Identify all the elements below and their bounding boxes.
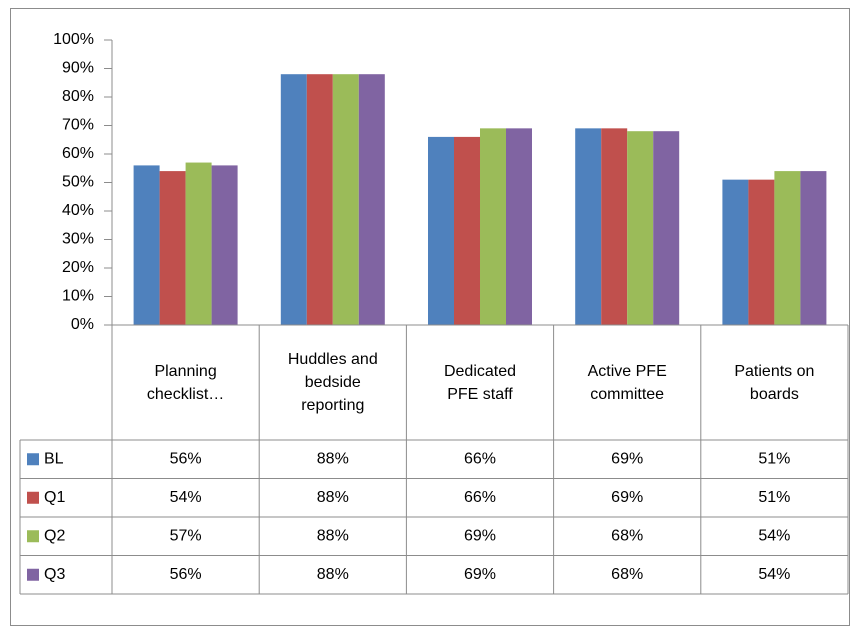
table-value: 69% [464,527,496,544]
bar [774,171,801,325]
legend-key [27,530,39,543]
legend-label: Q3 [44,566,65,583]
bar [506,128,532,325]
bar [748,179,775,325]
bar [800,171,827,325]
table-value: 88% [317,527,349,544]
bar [454,136,480,325]
legend-key [27,453,39,466]
table-value: 69% [464,566,496,583]
y-tick-label: 70% [62,117,94,134]
bar [280,74,307,325]
table-value: 66% [464,489,496,506]
category-label: Patients on boards [734,362,815,403]
table-value: 69% [611,489,643,506]
table-value: 88% [317,450,349,467]
bar [653,131,680,325]
table-value: 56% [170,566,202,583]
y-tick-label: 100% [53,31,94,48]
table-value: 88% [317,566,349,583]
bar [306,74,333,325]
y-tick-label: 0% [71,316,94,333]
legend-label: Q1 [44,489,65,506]
y-tick-label: 50% [62,174,94,191]
category-label: Dedicated PFE staff [443,362,517,403]
y-tick-label: 20% [62,259,94,276]
table-value: 56% [170,450,202,467]
table-value: 69% [611,450,643,467]
table-value: 57% [170,527,202,544]
table-value: 66% [464,450,496,467]
table-value: 51% [758,450,790,467]
bar [428,136,454,325]
bar [480,128,506,325]
bar [332,74,359,325]
table-value: 68% [611,527,643,544]
bar [211,165,238,325]
legend-key [27,491,39,504]
category-label: Active PFE committee [587,362,667,403]
legend-label: BL [44,450,64,467]
category-label: Huddles and bedside reporting [287,351,378,414]
y-tick-label: 60% [62,145,94,162]
y-tick-label: 90% [62,60,94,77]
table-value: 54% [170,489,202,506]
y-tick-label: 30% [62,231,94,248]
table-value: 68% [611,566,643,583]
bar [159,171,186,325]
bar [601,128,628,325]
y-tick-label: 10% [62,288,94,305]
bar [627,131,654,325]
bar [358,74,385,325]
category-label: Planning checklist… [146,362,225,403]
bar [575,128,602,325]
table-value: 54% [758,527,790,544]
table-value: 88% [317,489,349,506]
table-value: 54% [758,566,790,583]
y-tick-label: 40% [62,202,94,219]
legend-key [27,568,39,581]
table-value: 51% [758,489,790,506]
y-tick-label: 80% [62,88,94,105]
bar [133,165,160,325]
bar [185,162,212,325]
bar [722,179,749,325]
legend-label: Q2 [44,527,65,544]
